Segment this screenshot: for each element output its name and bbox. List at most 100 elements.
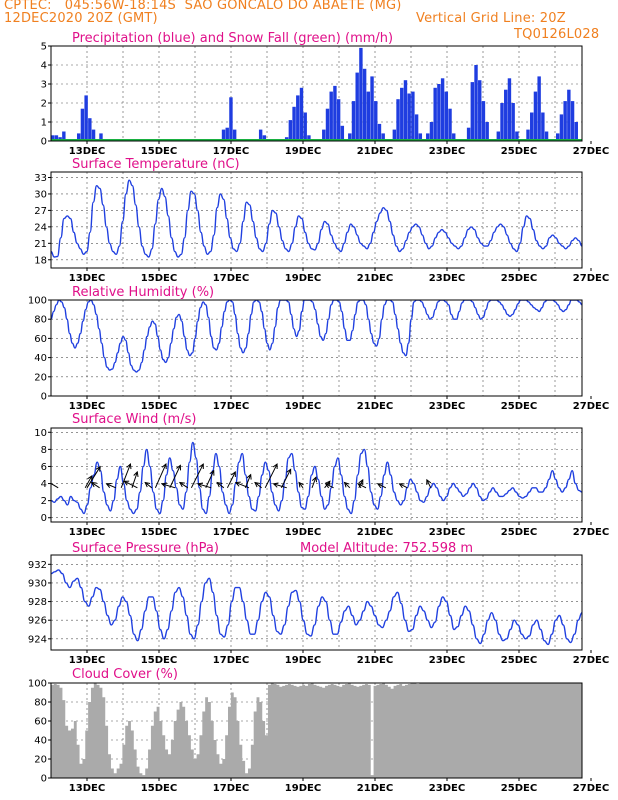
station-header: CPTEC: 045:56W-18:14S SAO GONCALO DO ABA… [4, 0, 402, 13]
x-tick-label: 15DEC [141, 527, 177, 538]
precip-bar [466, 127, 471, 141]
wind-arrow [205, 470, 215, 489]
wind-arrow [154, 463, 167, 489]
precip-bar [500, 103, 504, 141]
panel-title: Surface Temperature (nC) [72, 157, 240, 172]
panel-title: Cloud Cover (%) [72, 667, 178, 682]
x-tick-label: 27DEC [573, 655, 609, 666]
y-tick-label: 18 [34, 255, 47, 266]
wind-arrow [216, 482, 225, 489]
y-tick-label: 924 [28, 634, 47, 645]
wind-arrow-head [123, 480, 130, 486]
wind-arrow-head [87, 474, 93, 481]
precip-bar [426, 133, 430, 141]
x-tick-label: 13DEC [69, 273, 105, 284]
x-tick-label: 15DEC [141, 401, 177, 412]
precip-bar [88, 118, 92, 141]
precip-bar [496, 131, 501, 141]
precip-bar [481, 101, 486, 141]
precip-bar [359, 47, 363, 141]
y-tick-label: 80 [34, 315, 47, 326]
precip-bar [411, 91, 415, 141]
precip-bar [504, 89, 508, 141]
x-tick-label: 19DEC [285, 401, 321, 412]
panel-title: Relative Humidity (%) [72, 285, 214, 300]
wind-arrow [264, 463, 278, 489]
precip-bar [515, 131, 519, 141]
x-tick-label: 27DEC [573, 401, 609, 412]
x-tick-label: 17DEC [213, 527, 249, 538]
y-tick-label: 100 [28, 679, 47, 690]
precip-bar [507, 78, 512, 141]
wind-arrow [426, 479, 432, 489]
data-layer [51, 179, 582, 258]
wind-arrow-head [298, 481, 304, 488]
panel-1: Surface Temperature (nC) 18 21 24 27 30 33 13DE… [34, 157, 609, 284]
y-tick-label: 27 [34, 206, 47, 217]
wind-arrow [179, 482, 189, 489]
precip-bar [437, 84, 441, 141]
wind-arrow [197, 483, 212, 489]
panel-0: Precipitation (blue) and Snow Fall (gree… [41, 31, 610, 157]
precip-bar [296, 95, 300, 141]
x-tick-label: 13DEC [69, 783, 105, 794]
x-tick-label: 23DEC [429, 401, 465, 412]
precip-bar [574, 122, 578, 141]
wind-arrow-head [178, 481, 185, 488]
precip-bar [288, 120, 293, 141]
precip-bar [526, 129, 530, 141]
panel-5: Cloud Cover (%) 0 20 40 60 80 100 13DEC 15DEC 17D… [28, 667, 609, 794]
y-tick-label: 2 [41, 99, 47, 110]
y-tick-label: 0 [41, 513, 47, 524]
wind-arrow-head [234, 481, 241, 487]
y-tick-label: 60 [34, 334, 47, 345]
precip-bar [563, 101, 567, 141]
wind-arrow [169, 465, 181, 489]
precip-bar [533, 91, 538, 141]
y-tick-label: 2 [41, 496, 47, 507]
x-tick-label: 21DEC [357, 527, 393, 538]
precip-bar [433, 87, 437, 141]
precip-bar [381, 133, 385, 141]
precip-bar [229, 97, 233, 141]
series-line [51, 179, 582, 258]
grid-line-note: Vertical Grid Line: 20Z [416, 11, 566, 26]
run-date: 12DEC2020 20Z (GMT) [4, 11, 158, 26]
x-tick-label: 21DEC [357, 783, 393, 794]
y-tick-label: 4 [41, 61, 47, 72]
panel-2: Relative Humidity (%) 0 20 40 60 80 100 13DEC 15… [28, 285, 609, 412]
y-tick-label: 5 [41, 42, 47, 53]
panel-frame [50, 554, 583, 651]
precip-bar [76, 133, 81, 141]
wind-arrow-head [254, 481, 260, 488]
precip-bar [452, 133, 456, 141]
wind-arrow-head [343, 481, 350, 488]
precip-bar [559, 114, 564, 141]
x-tick-label: 19DEC [285, 527, 321, 538]
wind-arrow [399, 483, 408, 489]
x-tick-label: 23DEC [429, 146, 465, 157]
precip-bar [333, 85, 337, 141]
x-tick-label: 21DEC [357, 273, 393, 284]
y-tick-label: 40 [34, 353, 47, 364]
y-tick-label: 926 [28, 616, 47, 627]
wind-arrow-head [105, 483, 112, 489]
x-tick-label: 23DEC [429, 273, 465, 284]
wind-arrow [235, 482, 250, 489]
wind-arrow-head [426, 478, 432, 485]
y-tick-label: 1 [41, 118, 47, 129]
precip-bar [299, 87, 304, 141]
x-tick-label: 15DEC [141, 783, 177, 794]
y-tick-label: 8 [41, 445, 47, 456]
wind-arrow-head [246, 473, 252, 480]
x-tick-label: 17DEC [213, 655, 249, 666]
precip-bar [258, 129, 263, 141]
precip-bar [448, 108, 452, 141]
precip-bar [440, 78, 445, 141]
precip-bar [377, 123, 382, 141]
wind-arrow-head [286, 468, 292, 475]
wind-arrow-head [198, 463, 204, 470]
x-tick-label: 27DEC [573, 527, 609, 538]
wind-arrow [280, 469, 292, 489]
x-tick-label: 17DEC [213, 273, 249, 284]
